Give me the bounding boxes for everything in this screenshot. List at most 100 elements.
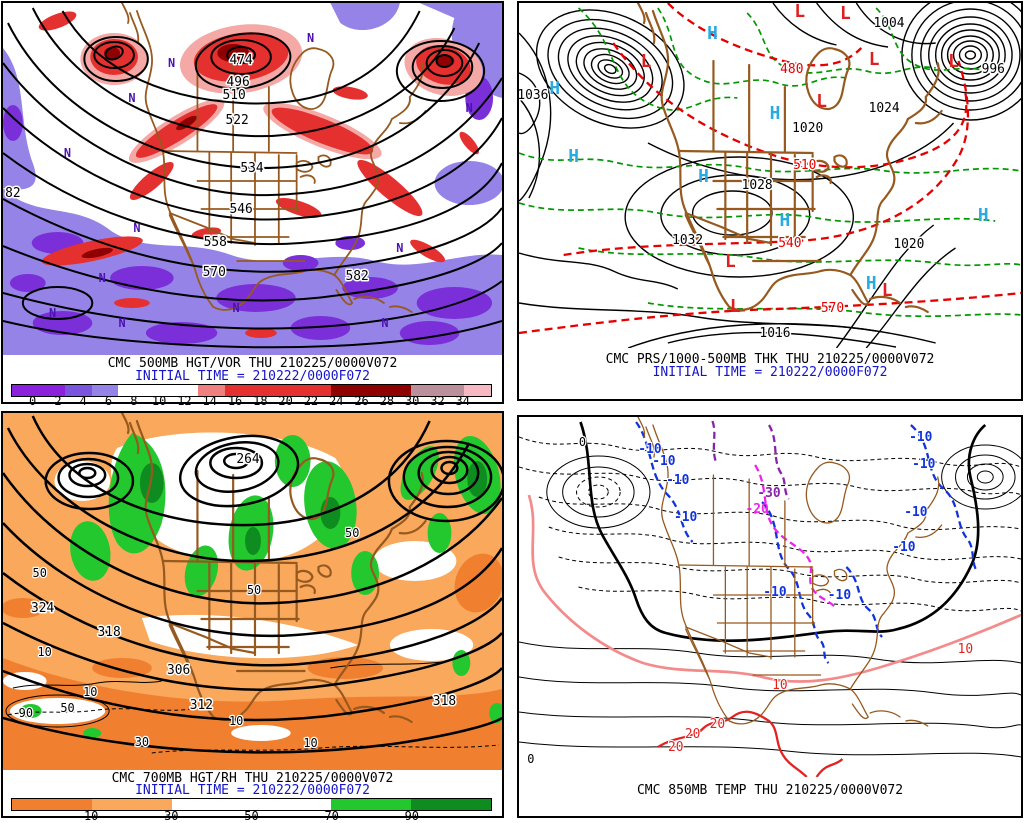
svg-text:20: 20 — [710, 717, 726, 732]
svg-text:1004: 1004 — [874, 16, 905, 31]
svg-text:324: 324 — [31, 601, 54, 616]
height-contours — [3, 415, 502, 754]
colorbar-segment — [12, 385, 39, 396]
colorbar-tick: 22 — [303, 394, 319, 408]
svg-text:N: N — [233, 301, 240, 315]
colorbar-tick: 16 — [227, 394, 243, 408]
colorbar-tick: 90 — [404, 809, 420, 823]
colorbar-tick: 14 — [202, 394, 217, 408]
colorbar-tick: 20 — [278, 394, 293, 408]
svg-text:N: N — [133, 221, 140, 235]
temp-minus30-line — [711, 420, 790, 500]
svg-text:-10: -10 — [828, 588, 851, 603]
colorbar-segment — [251, 385, 279, 396]
svg-text:1016: 1016 — [759, 326, 790, 341]
svg-text:90: 90 — [19, 706, 33, 720]
rh-colorbar-ticks: 10 30 50 70 90 — [11, 809, 492, 823]
svg-text:-10: -10 — [763, 585, 786, 600]
colorbar-tick: 24 — [329, 394, 344, 408]
svg-text:30: 30 — [135, 735, 149, 749]
contour-labels: 474 496 510 522 534 546 558 570 582 82 — [4, 51, 371, 285]
svg-text:10: 10 — [958, 642, 974, 657]
thickness-labels: 480 510 540 570 — [777, 60, 846, 317]
panel-850mb-temp: 0 0 -10 -10 -10 -10 -10 -10 -10 -10 -10 … — [517, 415, 1023, 818]
panel-500mb-hgt-vor: 474 496 510 522 534 546 558 570 582 82 N… — [1, 1, 504, 408]
svg-text:-10: -10 — [904, 505, 927, 520]
rh-thin-contours — [5, 660, 500, 754]
svg-text:10: 10 — [303, 736, 317, 750]
colorbar-segment — [384, 385, 412, 396]
contour-label: 558 — [204, 235, 227, 250]
svg-text:N: N — [168, 56, 175, 70]
colorbar-segment — [331, 385, 358, 396]
high-symbol: H — [707, 23, 718, 44]
colorbar-tick: 26 — [354, 394, 369, 408]
vorticity-colorbar-ticks: 0 2 4 6 8 10 12 14 16 18 20 22 24 26 28 … — [11, 394, 492, 408]
map-700mb-hgt-rh: 264 324 318 306 312 318 50 50 50 50 10 1… — [3, 413, 502, 770]
svg-text:318: 318 — [433, 694, 456, 709]
svg-text:-10: -10 — [909, 430, 932, 445]
colorbar-tick: 28 — [379, 394, 395, 408]
colorbar-segment — [437, 385, 465, 396]
high-symbol: H — [568, 146, 579, 167]
contour-label: 510 — [223, 88, 246, 103]
svg-text:-10: -10 — [638, 442, 661, 457]
svg-text:N: N — [128, 91, 135, 105]
high-symbol: H — [866, 273, 877, 294]
temp-plus10-line — [527, 494, 1021, 683]
svg-text:N: N — [118, 316, 125, 330]
svg-text:1028: 1028 — [742, 178, 773, 193]
map-850mb-temp: 0 0 -10 -10 -10 -10 -10 -10 -10 -10 -10 … — [519, 417, 1021, 777]
temp-zero-line — [579, 421, 987, 643]
colorbar-tick: 6 — [104, 394, 113, 408]
contour-label: 582 — [346, 269, 369, 284]
colorbar-tick: 2 — [54, 394, 62, 408]
colorbar-segment — [12, 799, 92, 810]
contour-label: 474 — [229, 53, 252, 68]
svg-text:50: 50 — [247, 583, 261, 597]
svg-text:50: 50 — [345, 526, 359, 540]
temp-plus20-line — [657, 710, 844, 777]
svg-text:0: 0 — [527, 752, 534, 766]
colorbar-tick: 4 — [79, 394, 87, 408]
colorbar-tick: 10 — [151, 394, 167, 408]
geography — [636, 3, 943, 314]
vorticity-colorbar — [11, 384, 492, 397]
low-symbol: L — [641, 51, 652, 72]
colorbar-tick: 18 — [253, 394, 268, 408]
height-labels: 264 324 318 306 312 318 — [30, 450, 458, 714]
panel-caption: CMC PRS/1000-500MB THK THU 210225/0000V0… — [605, 352, 935, 367]
colorbar-tick: 8 — [130, 394, 138, 408]
rh-labels: 50 50 50 50 10 10 10 10 90 30 — [17, 525, 360, 752]
colorbar-tick: 32 — [430, 394, 445, 408]
contour-label: 570 — [203, 265, 226, 280]
svg-text:-10: -10 — [666, 473, 689, 488]
initial-time-caption: INITIAL TIME = 210222/0000F072 — [652, 365, 888, 380]
panel-caption: CMC 700MB HGT/RH THU 210225/0000V072 — [111, 771, 394, 786]
pressure-labels: 1036 1004 996 1024 1020 1028 1032 1020 1… — [519, 14, 1006, 342]
svg-text:N: N — [396, 241, 403, 255]
svg-text:1020: 1020 — [893, 237, 924, 252]
contour-label: 496 — [226, 75, 249, 90]
svg-text:-10: -10 — [912, 457, 935, 472]
colorbar-segment — [411, 385, 438, 396]
low-symbol: L — [840, 3, 851, 24]
svg-text:50: 50 — [60, 701, 74, 715]
svg-text:-20: -20 — [745, 502, 768, 517]
colorbar-segment — [198, 385, 225, 396]
svg-text:10: 10 — [229, 714, 243, 728]
height-contours — [3, 7, 502, 349]
svg-text:N: N — [307, 31, 314, 45]
svg-text:N: N — [64, 146, 71, 160]
svg-text:540: 540 — [778, 236, 801, 251]
low-symbol: L — [882, 280, 893, 301]
rh-colorbar — [11, 798, 492, 811]
high-symbol: H — [780, 210, 791, 231]
contour-label: 546 — [229, 202, 252, 217]
negative-vorticity-labels: N N N N N N N N N N N N — [49, 31, 473, 330]
colorbar-segment — [224, 385, 252, 396]
initial-time-caption: INITIAL TIME = 210222/0000F072 — [135, 783, 370, 798]
svg-text:-10: -10 — [674, 510, 697, 525]
high-symbol: H — [698, 166, 709, 187]
svg-text:20: 20 — [685, 727, 701, 742]
